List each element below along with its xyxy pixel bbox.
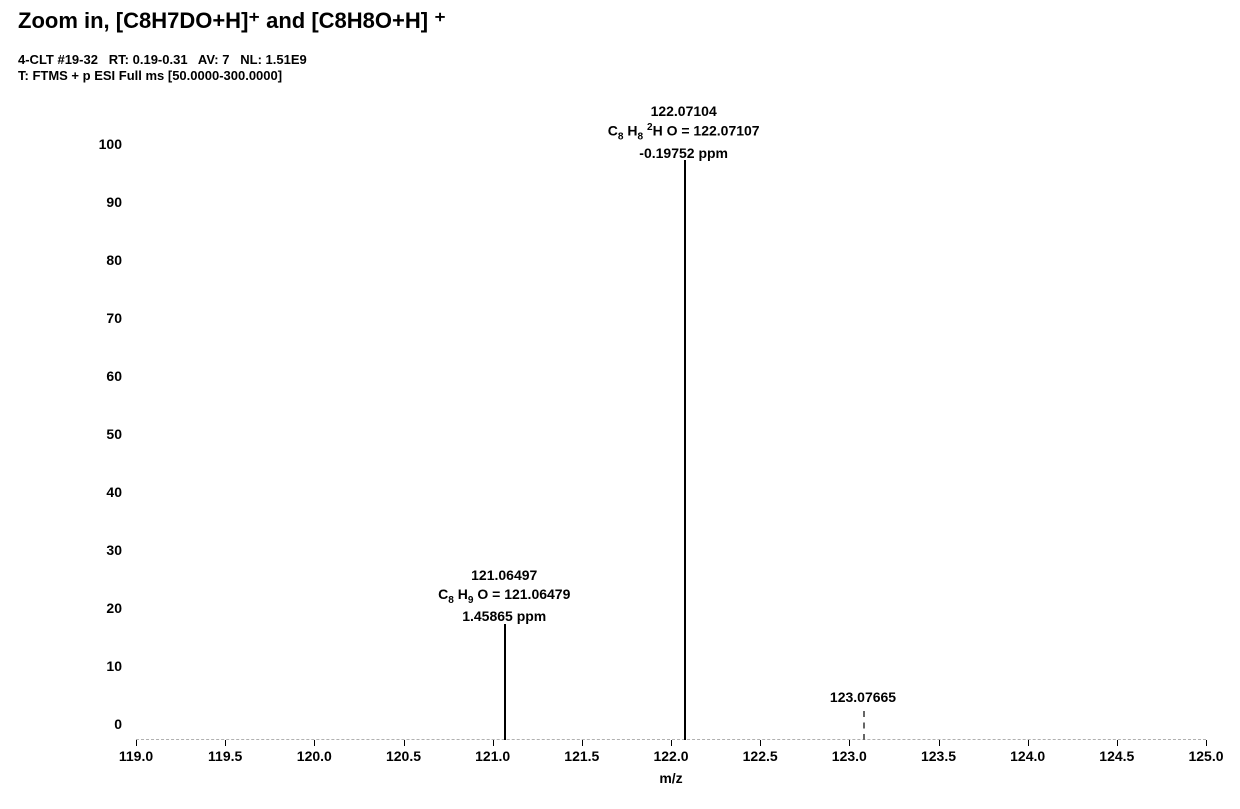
meta-line-2: T: FTMS + p ESI Full ms [50.0000-300.000… (18, 68, 282, 83)
x-tick (493, 740, 494, 746)
y-tick-label: 60 (106, 368, 122, 384)
x-tick-label: 120.0 (297, 748, 332, 764)
x-axis-title: m/z (659, 770, 682, 786)
x-tick (314, 740, 315, 746)
y-tick-label: 100 (99, 136, 122, 152)
x-tick (849, 740, 850, 746)
x-tick-label: 122.5 (743, 748, 778, 764)
page-title: Zoom in, [C8H7DO+H]⁺ and [C8H8O+H] ⁺ (18, 8, 446, 34)
y-tick-label: 70 (106, 310, 122, 326)
spectrum-plot-area: m/z 0102030405060708090100119.0119.5120.… (136, 160, 1206, 740)
annot-formula: C8 H9 O = 121.06479 (438, 585, 570, 607)
x-tick-label: 119.5 (208, 748, 242, 764)
annot-mz: 122.07104 (608, 102, 760, 121)
peak-annotation-121: 121.06497C8 H9 O = 121.064791.45865 ppm (438, 566, 570, 626)
y-tick-label: 20 (106, 600, 122, 616)
x-tick (582, 740, 583, 746)
peak-annotation-122: 122.07104C8 H8 2H O = 122.07107-0.19752 … (608, 102, 760, 163)
x-tick-label: 121.0 (475, 748, 510, 764)
x-tick (1028, 740, 1029, 746)
spectrum-peak (504, 624, 506, 740)
x-tick (760, 740, 761, 746)
annot-ppm: 1.45865 ppm (438, 607, 570, 626)
x-tick (404, 740, 405, 746)
annot-formula: C8 H8 2H O = 122.07107 (608, 121, 760, 144)
spectrum-peak (684, 160, 686, 740)
x-tick-label: 124.0 (1010, 748, 1045, 764)
x-tick-label: 119.0 (119, 748, 153, 764)
annot-ppm: -0.19752 ppm (608, 144, 760, 163)
acquisition-metadata: 4-CLT #19-32 RT: 0.19-0.31 AV: 7 NL: 1.5… (18, 52, 307, 85)
x-tick-label: 123.0 (832, 748, 867, 764)
spectrum-peak (863, 711, 865, 740)
x-tick (939, 740, 940, 746)
y-tick-label: 0 (114, 716, 122, 732)
x-tick (1117, 740, 1118, 746)
meta-line-1: 4-CLT #19-32 RT: 0.19-0.31 AV: 7 NL: 1.5… (18, 52, 307, 67)
peak-annotation-123: 123.07665 (830, 688, 896, 707)
x-tick-label: 124.5 (1099, 748, 1134, 764)
y-tick-label: 40 (106, 484, 122, 500)
x-tick-label: 121.5 (564, 748, 599, 764)
y-tick-label: 80 (106, 252, 122, 268)
x-tick (1206, 740, 1207, 746)
x-tick (225, 740, 226, 746)
y-tick-label: 10 (106, 658, 122, 674)
annot-mz: 123.07665 (830, 688, 896, 707)
y-tick-label: 30 (106, 542, 122, 558)
x-tick (136, 740, 137, 746)
x-tick-label: 123.5 (921, 748, 956, 764)
x-tick-label: 122.0 (653, 748, 688, 764)
annot-mz: 121.06497 (438, 566, 570, 585)
mass-spectrum-page: Zoom in, [C8H7DO+H]⁺ and [C8H8O+H] ⁺ 4-C… (0, 0, 1240, 809)
y-tick-label: 50 (106, 426, 122, 442)
x-tick (671, 740, 672, 746)
y-tick-label: 90 (106, 194, 122, 210)
x-tick-label: 125.0 (1188, 748, 1223, 764)
x-tick-label: 120.5 (386, 748, 421, 764)
